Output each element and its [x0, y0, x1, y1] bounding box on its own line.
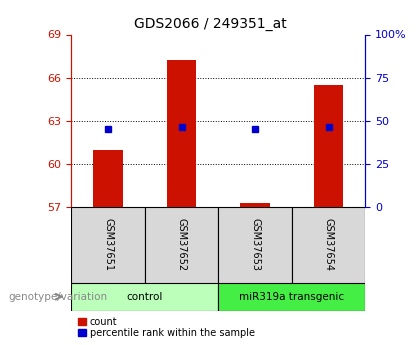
Text: GSM37652: GSM37652 [177, 218, 186, 272]
Text: GSM37653: GSM37653 [250, 218, 260, 272]
Bar [218, 283, 365, 310]
Text: GSM37651: GSM37651 [103, 218, 113, 272]
Bar [71, 207, 145, 283]
Bar [218, 207, 292, 283]
Bar [145, 207, 218, 283]
Text: miR319a transgenic: miR319a transgenic [239, 292, 344, 302]
Bar [241, 203, 270, 207]
Text: GSM37654: GSM37654 [324, 218, 333, 272]
Text: GDS2066 / 249351_at: GDS2066 / 249351_at [134, 17, 286, 31]
Bar [292, 207, 365, 283]
Text: genotype/variation: genotype/variation [8, 292, 108, 302]
Bar [314, 85, 344, 207]
Legend: count, percentile rank within the sample: count, percentile rank within the sample [76, 315, 257, 340]
Bar [71, 283, 218, 310]
Text: control: control [127, 292, 163, 302]
Bar [94, 149, 123, 207]
Bar [167, 60, 197, 207]
